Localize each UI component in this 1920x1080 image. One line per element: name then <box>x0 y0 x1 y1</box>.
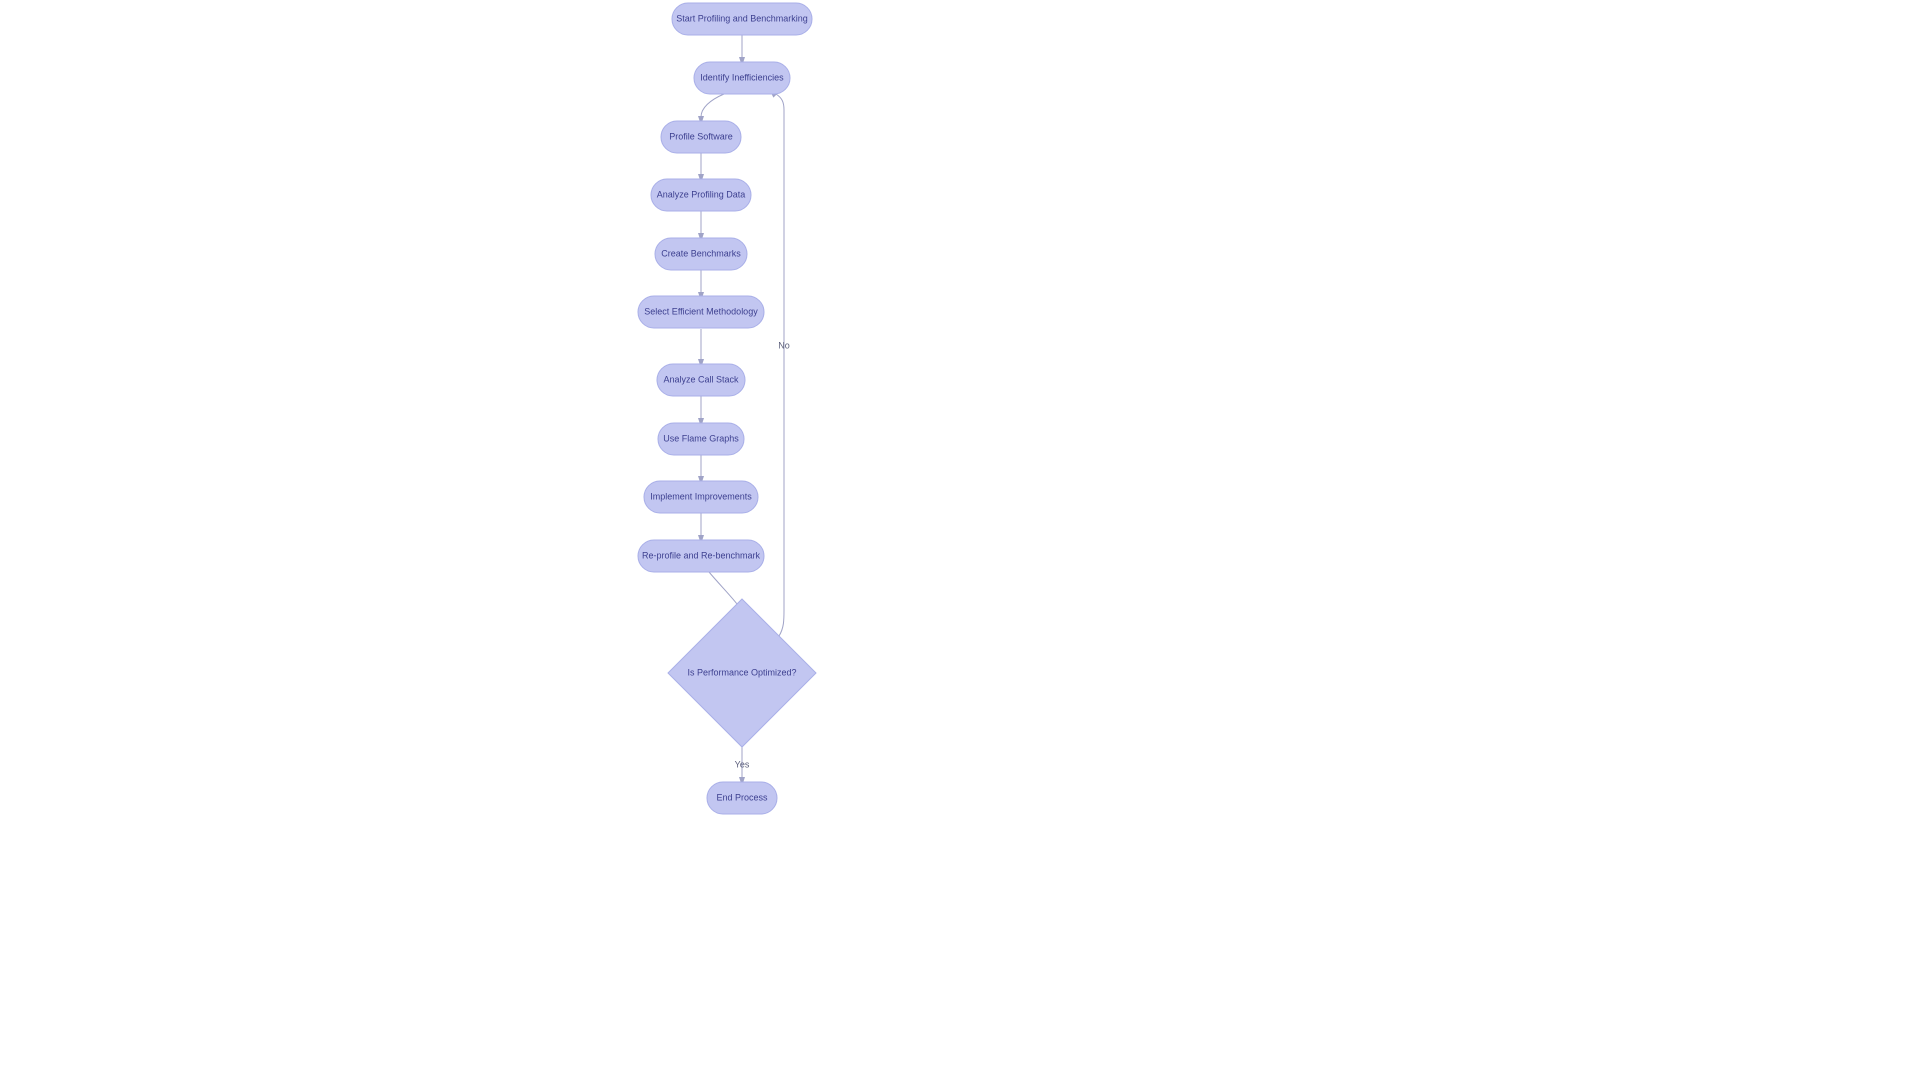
edge-label-no: No <box>778 340 790 350</box>
node-label: Analyze Call Stack <box>663 374 739 384</box>
node-label: Re-profile and Re-benchmark <box>642 550 761 560</box>
node-label: Select Efficient Methodology <box>644 306 758 316</box>
flowchart: Yes No Start Profiling and Benchmarking Ide… <box>0 0 1920 1080</box>
node-benchmarks: Create Benchmarks <box>655 238 747 270</box>
edge-decision-identify <box>776 94 784 636</box>
node-callstack: Analyze Call Stack <box>657 364 745 396</box>
node-label: Implement Improvements <box>650 491 752 501</box>
node-analyze: Analyze Profiling Data <box>651 179 751 211</box>
node-label: Analyze Profiling Data <box>657 189 746 199</box>
node-label: Use Flame Graphs <box>663 433 739 443</box>
node-flame: Use Flame Graphs <box>658 423 744 455</box>
node-label: Start Profiling and Benchmarking <box>676 13 808 23</box>
node-end: End Process <box>707 782 777 814</box>
node-decision: Is Performance Optimized? <box>668 599 816 747</box>
node-label: End Process <box>716 792 768 802</box>
node-identify: Identify Inefficiencies <box>694 62 790 94</box>
edge-reprofile-decision <box>709 572 737 604</box>
node-label: Profile Software <box>669 131 733 141</box>
node-profile: Profile Software <box>661 121 741 153</box>
node-reprofile: Re-profile and Re-benchmark <box>638 540 764 572</box>
nodes-group: Start Profiling and Benchmarking Identify… <box>638 3 816 814</box>
edge-label-yes: Yes <box>735 759 750 769</box>
node-label: Is Performance Optimized? <box>687 667 796 677</box>
node-methodology: Select Efficient Methodology <box>638 296 764 328</box>
node-label: Create Benchmarks <box>661 248 741 258</box>
edge-identify-profile <box>701 94 724 117</box>
node-start: Start Profiling and Benchmarking <box>672 3 812 35</box>
node-label: Identify Inefficiencies <box>700 72 784 82</box>
node-implement: Implement Improvements <box>644 481 758 513</box>
